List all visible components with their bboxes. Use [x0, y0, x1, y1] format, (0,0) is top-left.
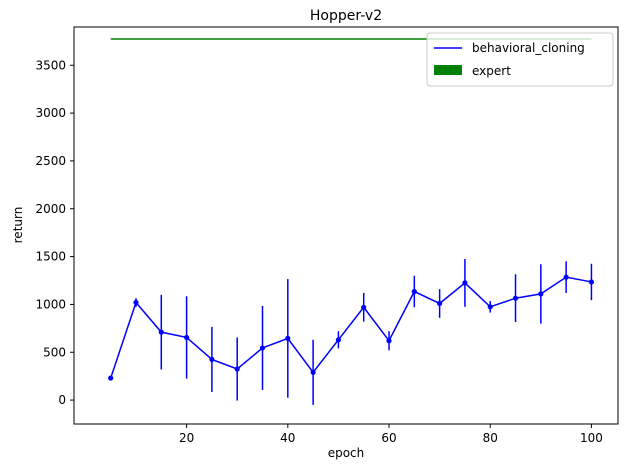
x-tick-label: 80: [483, 431, 498, 445]
data-point: [234, 366, 240, 372]
data-point: [462, 280, 468, 286]
y-tick-label: 3500: [35, 58, 66, 72]
legend: behavioral_cloning expert: [426, 32, 614, 87]
chart-title: Hopper-v2: [310, 8, 382, 24]
data-point: [386, 338, 392, 344]
data-point: [512, 295, 519, 301]
data-point: [411, 288, 417, 295]
y-tick-label: 2500: [35, 154, 66, 168]
behavioral-cloning-line: [109, 276, 592, 379]
x-tick-label: 20: [179, 431, 194, 445]
data-point: [310, 369, 316, 375]
legend-box: [426, 32, 614, 87]
y-axis-label: return: [11, 207, 25, 244]
y-tick-label: 0: [58, 393, 66, 407]
legend-label-behavioral-cloning: behavioral_cloning: [472, 41, 585, 55]
data-point: [158, 329, 164, 335]
legend-swatch-expert: [434, 65, 462, 75]
data-point: [183, 334, 190, 341]
x-axis: 20 40 60 80 100: [179, 424, 603, 445]
y-tick-label: 1000: [35, 297, 66, 311]
data-point: [487, 304, 493, 310]
data-point: [361, 304, 367, 310]
data-point: [259, 345, 266, 351]
data-point: [437, 300, 443, 307]
data-point: [285, 335, 291, 341]
plot-area: [108, 38, 595, 405]
legend-label-expert: expert: [472, 64, 511, 78]
y-axis: 0 500 1000 1500 2000 2500 3000 3500: [35, 58, 74, 407]
x-axis-label: epoch: [328, 446, 365, 460]
data-point: [588, 279, 595, 285]
x-tick-label: 40: [280, 431, 295, 445]
data-point: [108, 375, 114, 381]
data-point: [538, 291, 544, 297]
x-tick-label: 60: [381, 431, 396, 445]
y-tick-label: 500: [43, 345, 66, 359]
y-tick-label: 1500: [35, 250, 66, 264]
data-point: [335, 337, 342, 343]
data-point: [209, 356, 215, 363]
y-tick-label: 3000: [35, 106, 66, 120]
y-tick-label: 2000: [35, 202, 66, 216]
data-point: [133, 299, 139, 306]
data-point: [563, 274, 569, 280]
plot-frame: [73, 26, 619, 425]
x-tick-label: 100: [580, 431, 603, 445]
